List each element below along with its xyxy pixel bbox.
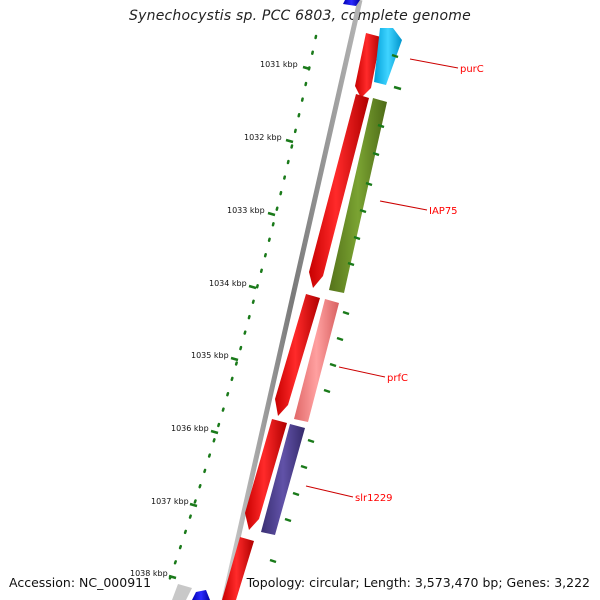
tick-1035 [230, 356, 239, 362]
tick-1033 [267, 211, 276, 217]
tick-label: 1034 kbp [209, 279, 247, 288]
accession-text: Accession: NC_000911 [9, 575, 152, 590]
outer-tick [372, 151, 380, 157]
tick-labels: 1031 kbp 1032 kbp 1033 kbp 1034 kbp 1035… [130, 60, 298, 578]
outer-tick [300, 464, 308, 470]
outer-ticks [269, 53, 402, 564]
tick-1034 [248, 284, 257, 290]
outer-tick [329, 362, 337, 368]
cds-track [222, 33, 381, 600]
outer-tick [307, 438, 315, 444]
outer-tick [323, 388, 331, 394]
gene-label-purC: purC [460, 64, 484, 75]
outer-tick [377, 123, 385, 129]
leader-prfC [338, 366, 386, 378]
outer-tick [347, 261, 355, 267]
tick-label: 1033 kbp [227, 206, 265, 215]
feature-bottom-grey [172, 584, 192, 600]
feature-prfC [294, 299, 339, 422]
tick-label: 1036 kbp [171, 424, 209, 433]
tick-label: 1038 kbp [130, 569, 168, 578]
tick-label: 1037 kbp [151, 497, 189, 506]
cds-arrow [222, 537, 254, 600]
feature-bottom-blue [192, 590, 210, 600]
gene-label-prfC: prfC [387, 373, 408, 384]
scale-arc-dots [164, 34, 318, 592]
feature-slr1229 [261, 424, 305, 535]
tick-1036 [210, 429, 219, 435]
outer-tick [292, 491, 300, 497]
gene-label-IAP75: IAP75 [429, 206, 458, 217]
topology-text: Topology: circular; Length: 3,573,470 bp… [246, 575, 590, 590]
tick-label: 1035 kbp [191, 351, 229, 360]
outer-tick [269, 558, 277, 564]
outer-tick [336, 336, 344, 342]
feature-IAP75 [329, 98, 387, 293]
tick-label: 1031 kbp [260, 60, 298, 69]
gene-label-slr1229: slr1229 [355, 493, 393, 504]
feature-top-blue [343, 0, 360, 6]
scale-ticks [168, 65, 311, 580]
outer-tick [359, 208, 367, 214]
leader-slr1229 [305, 485, 354, 498]
outer-tick [284, 517, 292, 523]
cds-arrow [275, 294, 320, 416]
leader-IAP75 [379, 200, 428, 211]
tick-1038 [168, 574, 177, 580]
cds-arrow [309, 94, 369, 288]
cds-arrow [355, 33, 381, 98]
feature-track [172, 0, 402, 600]
cds-arrow [245, 419, 287, 530]
gene-labels: purC IAP75 prfC slr1229 [355, 64, 484, 504]
tick-1032 [285, 138, 294, 144]
outer-tick [393, 85, 402, 91]
outer-tick [353, 235, 361, 241]
feature-purC [374, 28, 402, 85]
genome-backbone [221, 0, 363, 600]
outer-tick [342, 310, 350, 316]
outer-tick [365, 181, 373, 187]
tick-label: 1032 kbp [244, 133, 282, 142]
label-leaders [305, 58, 459, 498]
leader-purC [409, 58, 459, 69]
tick-1037 [189, 502, 198, 508]
map-title: Synechocystis sp. PCC 6803, complete gen… [129, 8, 471, 24]
outer-tick [391, 53, 399, 59]
tick-1031 [302, 65, 311, 71]
